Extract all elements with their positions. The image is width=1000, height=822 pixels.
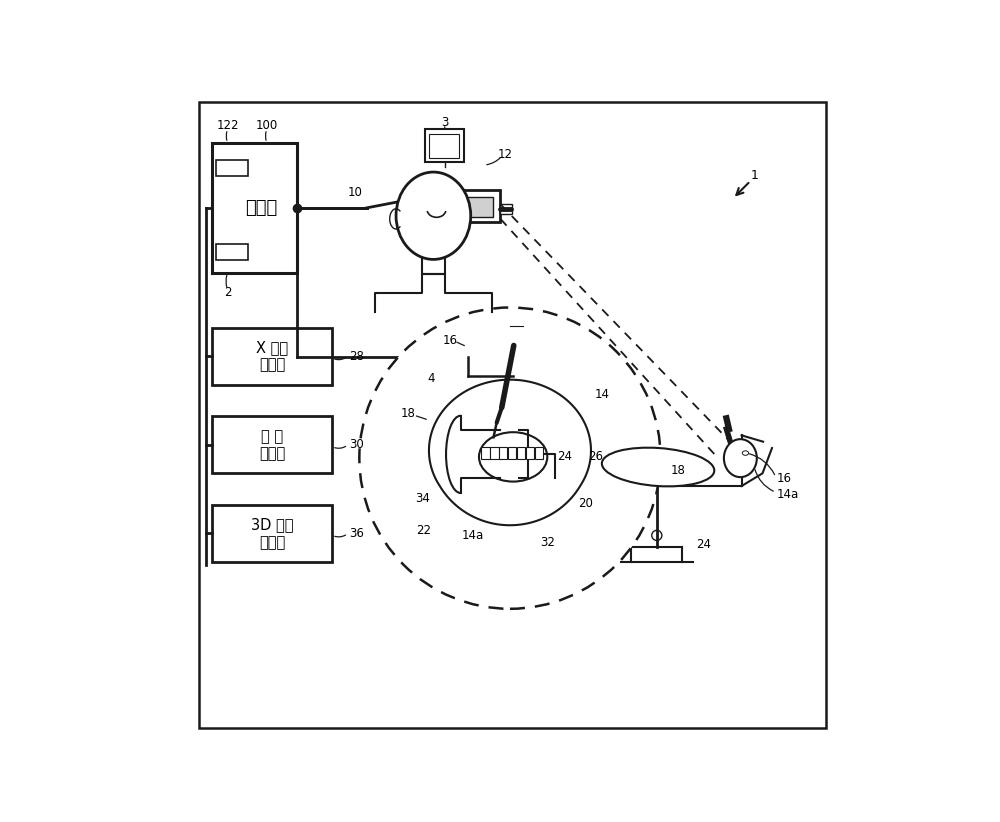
FancyBboxPatch shape (429, 134, 459, 158)
Ellipse shape (479, 432, 547, 482)
Ellipse shape (742, 451, 749, 455)
FancyBboxPatch shape (425, 129, 464, 162)
Text: 16: 16 (443, 334, 458, 347)
Text: 14a: 14a (462, 529, 484, 542)
FancyBboxPatch shape (216, 244, 248, 260)
FancyBboxPatch shape (457, 191, 500, 222)
Text: 10: 10 (348, 186, 363, 199)
Text: 16: 16 (777, 472, 792, 485)
FancyBboxPatch shape (508, 446, 516, 459)
FancyBboxPatch shape (216, 160, 248, 176)
FancyBboxPatch shape (517, 446, 525, 459)
Ellipse shape (359, 307, 661, 609)
Polygon shape (429, 380, 591, 525)
Text: 24: 24 (696, 538, 711, 552)
Text: 36: 36 (349, 527, 364, 540)
Text: 30: 30 (349, 438, 364, 451)
FancyBboxPatch shape (462, 196, 493, 217)
Ellipse shape (724, 439, 757, 477)
Text: 口 内
扫描仳: 口 内 扫描仳 (259, 428, 285, 461)
Text: 3: 3 (441, 116, 448, 129)
Text: 1: 1 (750, 169, 758, 182)
Text: 12: 12 (497, 148, 512, 161)
Text: 2: 2 (224, 286, 231, 299)
Ellipse shape (602, 448, 714, 487)
Text: 32: 32 (540, 537, 555, 549)
FancyBboxPatch shape (526, 446, 534, 459)
FancyBboxPatch shape (481, 446, 490, 459)
Text: 28: 28 (349, 349, 364, 363)
Text: X 射线
扫描仳: X 射线 扫描仳 (256, 340, 288, 372)
Text: 24: 24 (557, 450, 572, 463)
FancyBboxPatch shape (500, 205, 512, 215)
Text: 3D 面部
扫描仳: 3D 面部 扫描仳 (251, 517, 293, 550)
FancyBboxPatch shape (212, 328, 332, 385)
Text: 18: 18 (401, 408, 416, 420)
Text: 18: 18 (671, 464, 686, 478)
Text: 26: 26 (589, 450, 604, 463)
Text: 122: 122 (216, 119, 239, 132)
Text: 14: 14 (595, 388, 610, 401)
Text: 20: 20 (578, 497, 593, 510)
Text: 计算机: 计算机 (245, 199, 277, 217)
FancyBboxPatch shape (504, 314, 523, 349)
FancyBboxPatch shape (212, 417, 332, 473)
Text: 22: 22 (416, 524, 431, 537)
Text: 100: 100 (256, 119, 278, 132)
FancyBboxPatch shape (212, 505, 332, 562)
Ellipse shape (396, 172, 471, 260)
FancyBboxPatch shape (535, 446, 543, 459)
Text: 4: 4 (428, 372, 435, 385)
Text: 14a: 14a (777, 487, 799, 501)
FancyBboxPatch shape (212, 143, 297, 273)
FancyBboxPatch shape (499, 446, 507, 459)
Text: 34: 34 (415, 492, 430, 506)
FancyBboxPatch shape (490, 446, 499, 459)
